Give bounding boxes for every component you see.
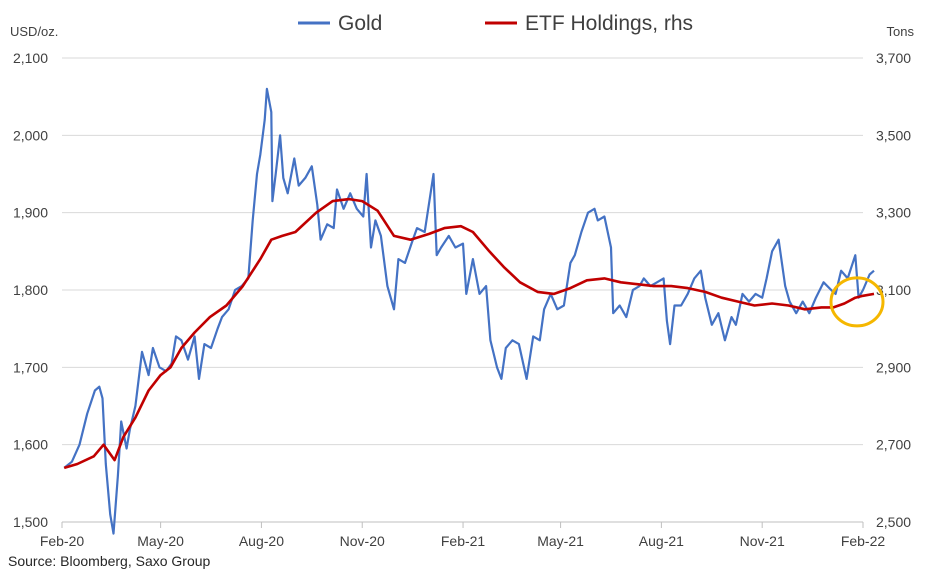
y-left-tick-label: 1,500 xyxy=(13,514,48,530)
y-right-tick-label: 3,300 xyxy=(876,205,911,221)
highlight-circle xyxy=(829,276,885,328)
x-tick-label: Feb-21 xyxy=(441,533,486,549)
y-right-tick-label: 3,700 xyxy=(876,50,911,66)
y-axis-left: 1,500 1,600 1,700 1,800 1,900 2,000 2,100 xyxy=(13,50,48,530)
legend-label-gold: Gold xyxy=(338,12,382,35)
x-tick-label: Aug-20 xyxy=(239,533,284,549)
legend-label-etf: ETF Holdings, rhs xyxy=(525,12,693,35)
y-left-tick-label: 1,800 xyxy=(13,282,48,298)
y-right-tick-label: 3,500 xyxy=(876,127,911,143)
y-right-tick-label: 2,900 xyxy=(876,359,911,375)
y-right-tick-label: 2,700 xyxy=(876,437,911,453)
series-group xyxy=(63,87,885,535)
x-tick-label: Nov-21 xyxy=(740,533,785,549)
gridlines xyxy=(62,57,863,446)
y-left-tick-label: 2,100 xyxy=(13,50,48,66)
x-tick-label: May-21 xyxy=(537,533,584,549)
y-right-unit: Tons xyxy=(887,24,915,39)
y-left-tick-label: 1,600 xyxy=(13,437,48,453)
y-axis-right: 2,500 2,700 2,900 3,100 3,300 3,500 3,700 xyxy=(876,50,911,530)
y-left-tick-label: 2,000 xyxy=(13,127,48,143)
series-line-etf-holdings xyxy=(63,197,875,470)
x-tick-label: May-20 xyxy=(137,533,184,549)
legend: Gold ETF Holdings, rhs xyxy=(298,12,693,35)
source-note: Source: Bloomberg, Saxo Group xyxy=(8,553,211,569)
y-right-tick-label: 3,100 xyxy=(876,282,911,298)
y-left-tick-label: 1,900 xyxy=(13,205,48,221)
series-line-gold xyxy=(63,87,875,535)
y-left-tick-label: 1,700 xyxy=(13,359,48,375)
y-right-tick-label: 2,500 xyxy=(876,514,911,530)
x-tick-label: Feb-22 xyxy=(841,533,886,549)
y-left-unit: USD/oz. xyxy=(10,24,58,39)
x-tick-label: Nov-20 xyxy=(340,533,385,549)
x-tick-label: Aug-21 xyxy=(639,533,684,549)
x-tick-label: Feb-20 xyxy=(40,533,85,549)
x-axis: Feb-20 May-20 Aug-20 Nov-20 Feb-21 May-21 Aug-… xyxy=(40,521,886,549)
